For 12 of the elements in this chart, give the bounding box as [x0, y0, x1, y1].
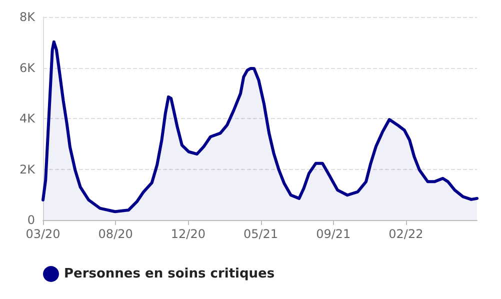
y-tick-label: 0: [27, 213, 35, 227]
x-tick-label: 03/20: [26, 227, 60, 241]
y-tick-label: 6K: [19, 60, 36, 75]
x-tick-label: 12/20: [170, 227, 206, 241]
legend-label: Personnes en soins critiques: [64, 266, 275, 282]
y-tick-label: 8K: [19, 10, 36, 24]
x-tick-label: 05/21: [243, 227, 278, 241]
y-tick-label: 2K: [19, 162, 36, 176]
x-tick-label: 08/20: [98, 227, 133, 241]
x-tick-label: 09/21: [316, 227, 351, 241]
y-tick-label: 4K: [19, 112, 36, 126]
x-tick-label: 02/22: [388, 227, 424, 241]
